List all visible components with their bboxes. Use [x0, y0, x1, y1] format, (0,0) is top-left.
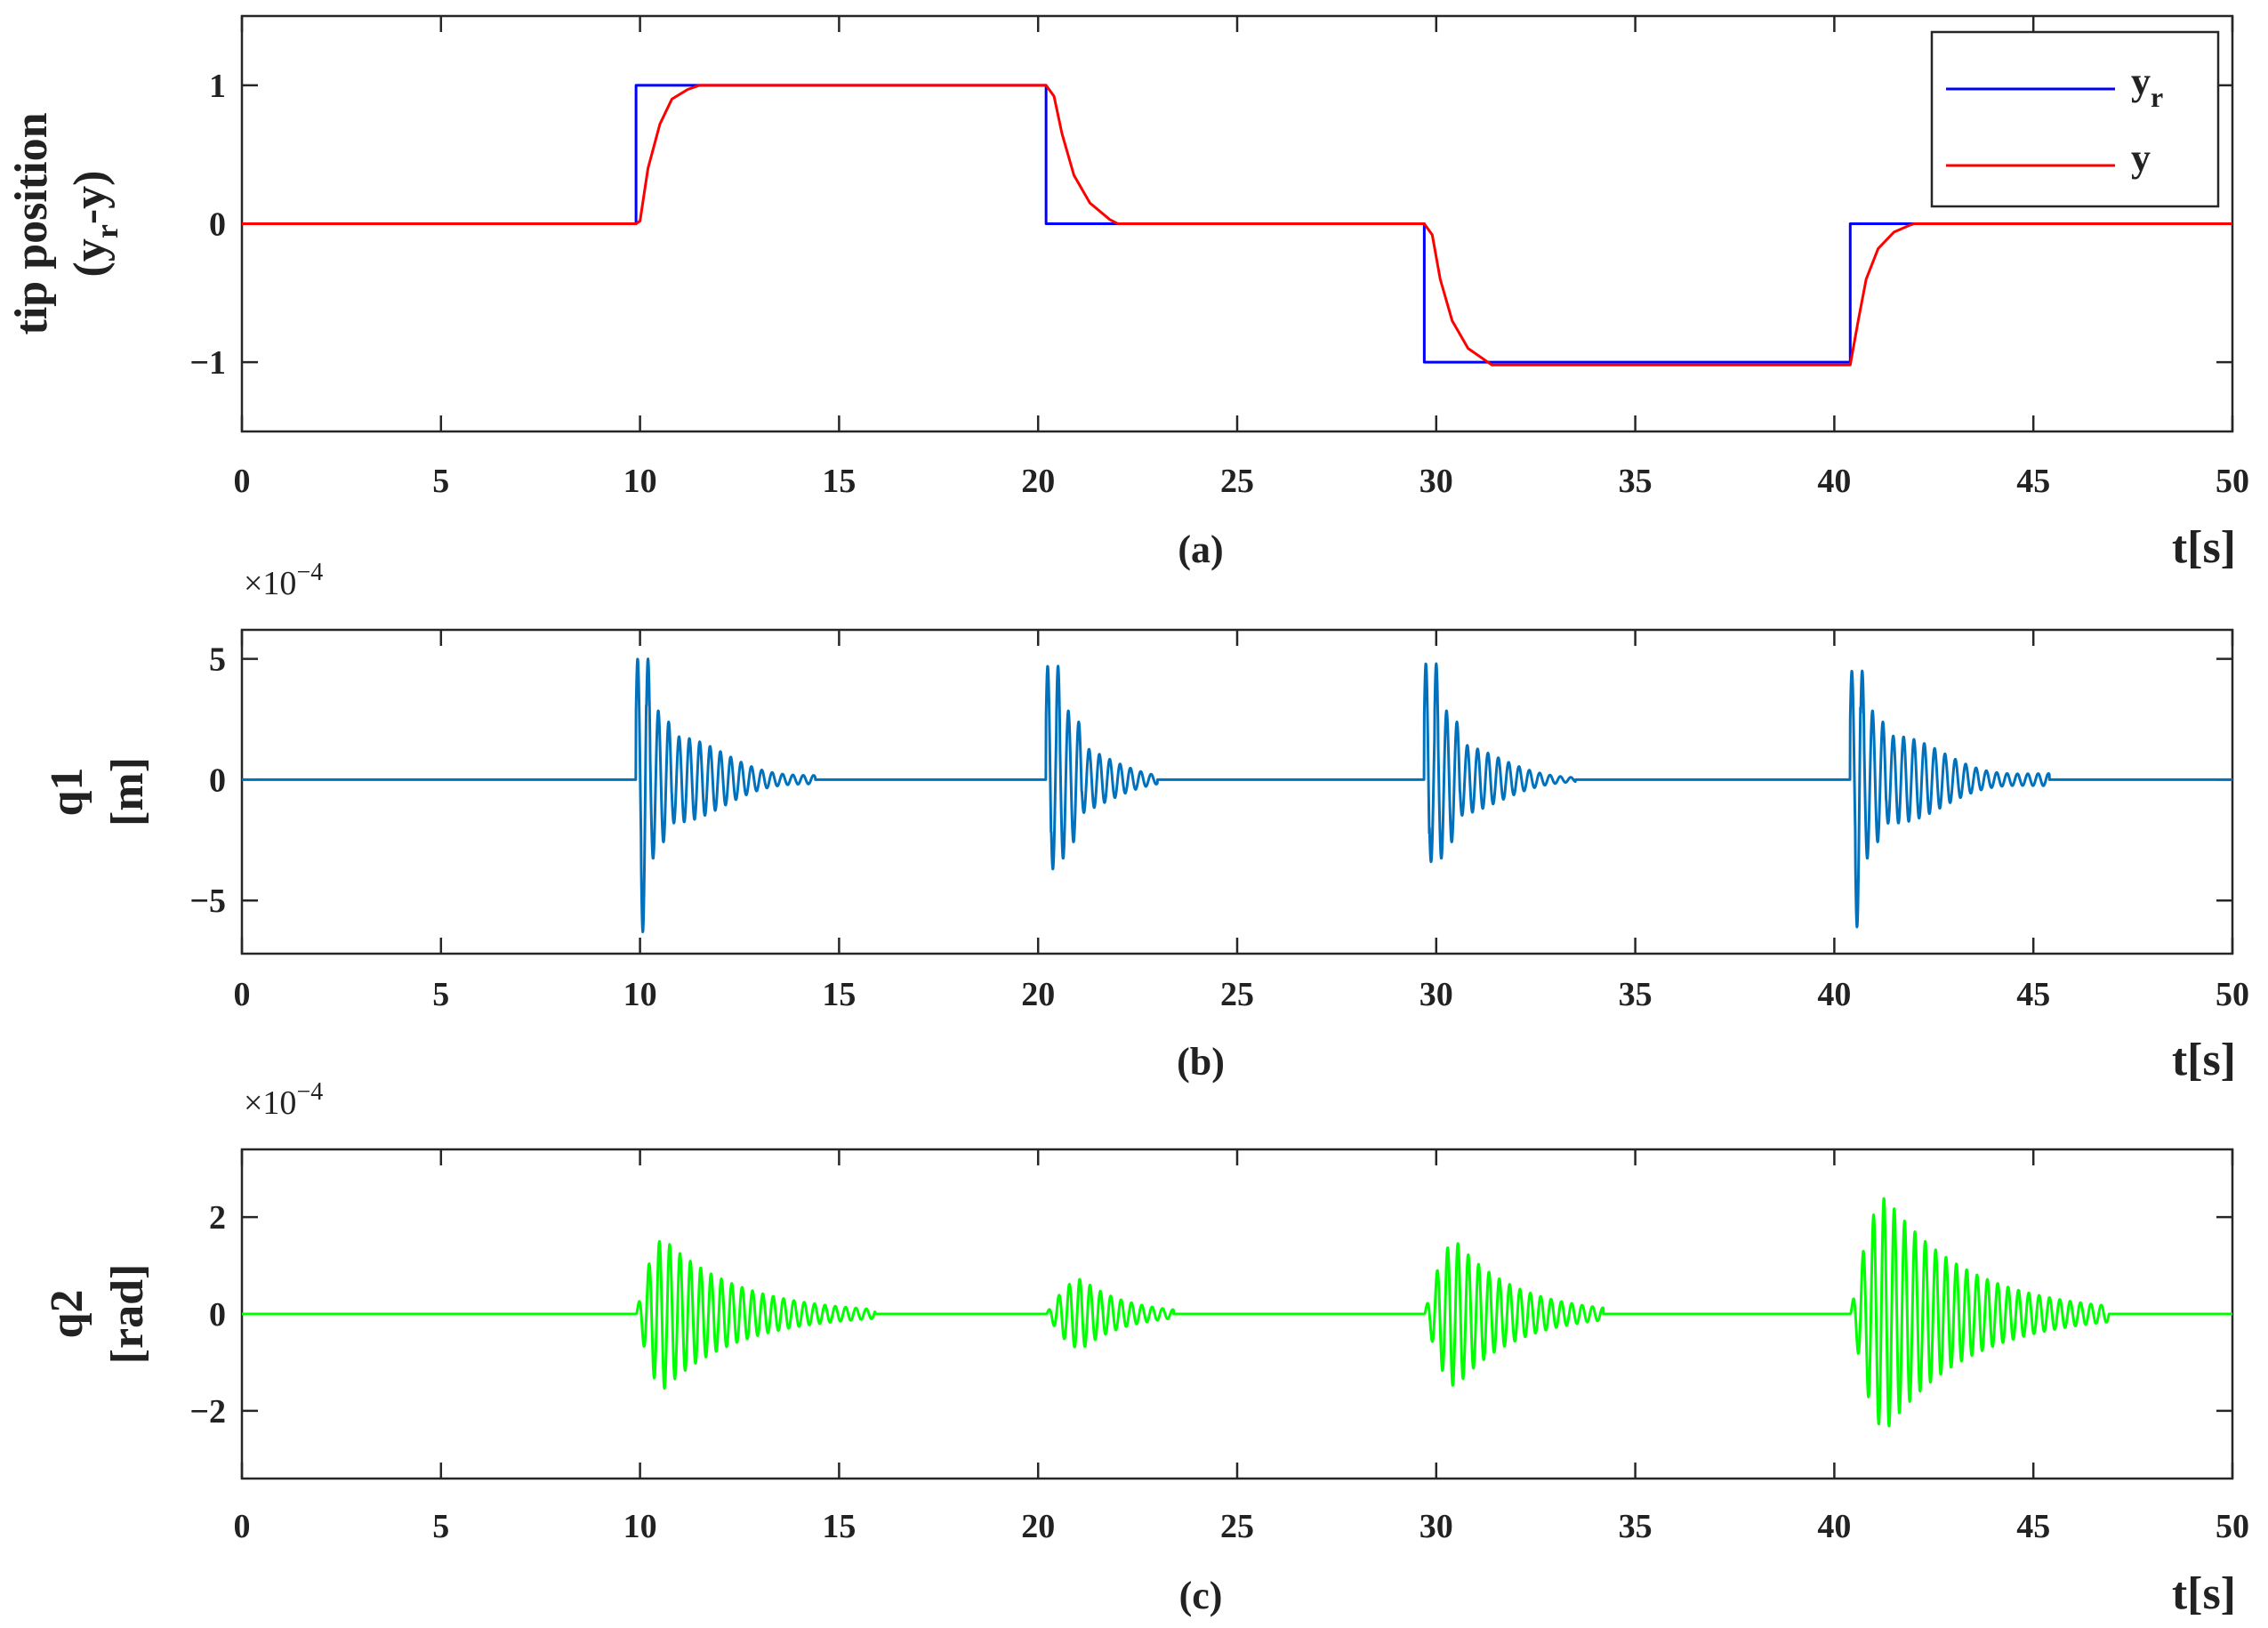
y-label-sub: r	[89, 224, 125, 238]
y-axis-label-line1: q2	[42, 1290, 92, 1339]
y-label-tail: -y)	[65, 171, 116, 225]
x-tick-label: 25	[1220, 463, 1254, 500]
x-tick-label: 45	[2016, 463, 2050, 500]
y-tick-label: 2	[209, 1199, 226, 1237]
x-tick-label: 20	[1021, 1508, 1055, 1545]
panel-b: 0 5 10 15 20 25 30 35 40 45 50 −5 0 5 (b) t[s] ×10−4 q1 [m…	[42, 559, 2249, 1085]
y-axis-label-line2: (yr-y)	[65, 171, 125, 278]
x-tick-label: 40	[1817, 463, 1851, 500]
x-tick-label: 5	[432, 463, 449, 500]
x-tick-label: 15	[822, 976, 856, 1013]
x-tick-label: 0	[234, 1508, 251, 1545]
y-axis-label-line2: [m]	[102, 757, 153, 826]
legend: yry	[1930, 30, 2220, 208]
x-tick-label: 20	[1021, 976, 1055, 1013]
panel-a: 0 5 10 15 20 25 30 35 40 45 50 −1 0 1 (a) t[s] tip posit…	[6, 14, 2249, 573]
y-axis-label-line1: q1	[42, 768, 92, 817]
x-tick-label: 25	[1220, 1508, 1254, 1545]
x-tick-label: 10	[623, 1508, 657, 1545]
x-tick-label: 30	[1420, 1508, 1453, 1545]
legend-box	[1930, 30, 2220, 208]
y-axis-label-line2: [rad]	[102, 1264, 153, 1365]
x-tick-label: 5	[432, 1508, 449, 1545]
x-tick-label: 30	[1420, 976, 1453, 1013]
y-tick-label: −2	[189, 1393, 226, 1431]
x-tick-label: 45	[2016, 1508, 2050, 1545]
y-tick-label: 0	[209, 206, 226, 244]
x-tick-label: 35	[1619, 976, 1653, 1013]
x-tick-label: 45	[2016, 976, 2050, 1013]
panel-caption: (a)	[1178, 528, 1223, 571]
y-tick-label: 5	[209, 641, 226, 679]
legend-name: y	[2131, 136, 2151, 180]
legend-name: y	[2131, 60, 2151, 103]
x-tick-label: 15	[822, 463, 856, 500]
x-tick-label: 35	[1619, 463, 1653, 500]
x-tick-label: 40	[1817, 1508, 1851, 1545]
y-tick-label: 1	[209, 68, 226, 105]
x-tick-label: 10	[623, 976, 657, 1013]
x-axis-label: t[s]	[2172, 1568, 2236, 1619]
x-tick-label: 15	[822, 1508, 856, 1545]
x-tick-label: 0	[234, 976, 251, 1013]
y-scale-factor: ×10−4	[244, 1078, 323, 1122]
scale-prefix: ×10	[244, 1084, 296, 1122]
x-tick-label: 20	[1021, 463, 1055, 500]
y-axis-label-line1: tip position	[6, 112, 57, 334]
x-tick-label: 40	[1817, 976, 1851, 1013]
x-tick-label: 25	[1220, 976, 1254, 1013]
y-tick-label: 0	[209, 762, 226, 799]
scale-exponent: −4	[296, 1078, 323, 1106]
x-tick-label: 10	[623, 463, 657, 500]
y-label-part: (y	[65, 238, 116, 277]
axes-box	[240, 628, 2234, 955]
legend-label-1: y	[2131, 136, 2151, 180]
x-tick-label: 5	[432, 976, 449, 1013]
x-tick-label: 0	[234, 463, 251, 500]
x-tick-label: 35	[1619, 1508, 1653, 1545]
y-tick-label: −5	[189, 883, 226, 920]
x-tick-label: 50	[2216, 463, 2249, 500]
scale-exponent: −4	[296, 559, 323, 586]
x-tick-label: 30	[1420, 463, 1453, 500]
series-line-0	[242, 657, 2232, 933]
legend-label-0: yr	[2131, 60, 2163, 113]
series-line-1	[242, 84, 2232, 367]
panel-caption: (c)	[1179, 1574, 1223, 1617]
x-tick-label: 50	[2216, 1508, 2249, 1545]
panel-c: 0 5 10 15 20 25 30 35 40 45 50 −2 0 2 (c) t[s] ×10−4 q2 [r…	[42, 1078, 2249, 1619]
x-axis-label: t[s]	[2172, 522, 2236, 573]
y-scale-factor: ×10−4	[244, 559, 323, 602]
series-line-0	[242, 1197, 2232, 1428]
scale-prefix: ×10	[244, 565, 296, 602]
y-tick-label: −1	[189, 344, 226, 382]
x-tick-label: 50	[2216, 976, 2249, 1013]
legend-name-sub: r	[2151, 81, 2163, 113]
y-tick-label: 0	[209, 1296, 226, 1334]
x-axis-label: t[s]	[2172, 1035, 2236, 1085]
panel-caption: (b)	[1177, 1040, 1225, 1084]
